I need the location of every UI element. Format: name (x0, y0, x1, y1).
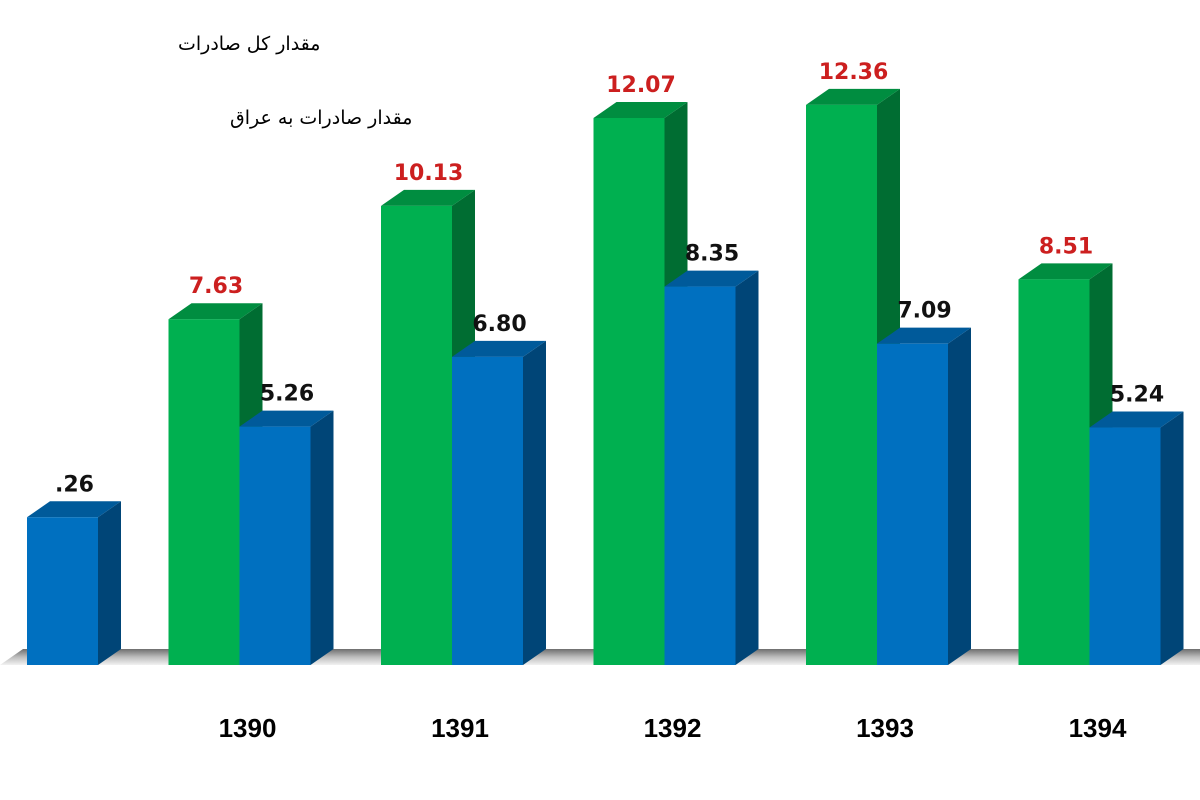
bar-front-face (1018, 279, 1090, 665)
bar-side-face (1160, 411, 1184, 665)
bar-front-face (381, 205, 452, 666)
data-label-iraq: .26 (55, 472, 94, 497)
data-label-iraq: 5.24 (1110, 383, 1164, 408)
bar-top-face (381, 189, 475, 206)
data-label-iraq: 6.80 (472, 312, 526, 337)
bar-front-face (593, 117, 665, 665)
x-tick-label: 1394 (1069, 713, 1127, 743)
data-label-total: 7.63 (189, 274, 243, 299)
bars-group (27, 88, 1184, 666)
bar-top-face (168, 303, 263, 320)
bar-top-face (806, 88, 900, 105)
legend-entry-total: مقدار کل صادرات (178, 33, 320, 55)
bar-front-face (1089, 427, 1161, 665)
bar-side-face (310, 410, 334, 665)
bar-front-face (239, 426, 311, 665)
data-label-total: 12.07 (606, 73, 676, 98)
bar-top-face (593, 101, 688, 118)
bar-front-face (168, 319, 240, 665)
bar-front-face (877, 343, 948, 665)
data-labels-group: .26 7.63 5.26 10.13 6.80 12.07 8.35 12.36 7.09 8.… (55, 60, 1164, 497)
bar-iraq-1391 (452, 340, 546, 665)
x-tick-label: 1390 (219, 713, 277, 743)
bar-iraq-partial (27, 501, 121, 665)
bar-top-face (664, 270, 759, 287)
x-tick-label: 1393 (856, 713, 914, 743)
bar-front-face (452, 356, 523, 665)
data-label-iraq: 8.35 (685, 242, 739, 267)
bar-iraq-1392 (664, 270, 759, 665)
legend-entry-iraq: مقدار صادرات به عراق (230, 107, 412, 129)
data-label-iraq: 5.26 (260, 382, 314, 407)
bar-top-face (1089, 411, 1184, 428)
bar-top-face (27, 501, 121, 518)
bar-side-face (98, 501, 121, 665)
legend: مقدار کل صادرات مقدار صادرات به عراق (178, 33, 412, 129)
data-label-iraq: 7.09 (897, 299, 951, 324)
bar-front-face (27, 517, 98, 665)
bar-front-face (664, 286, 736, 665)
bar-iraq-1394 (1089, 411, 1184, 665)
data-label-total: 12.36 (819, 60, 889, 85)
bar-top-face (877, 327, 971, 344)
bar-side-face (735, 270, 759, 665)
x-tick-label: 1391 (431, 713, 489, 743)
data-label-total: 10.13 (394, 161, 464, 186)
bar-total-1392 (593, 101, 688, 665)
x-axis-labels: 139013911392139313941395 (219, 713, 1127, 743)
data-label-total: 8.51 (1039, 234, 1093, 259)
x-tick-label: 1392 (644, 713, 702, 743)
bar-top-face (1018, 263, 1113, 280)
bar-iraq-1393 (877, 327, 971, 665)
bar-side-face (523, 340, 546, 665)
bar-front-face (806, 104, 877, 666)
bar-iraq-1390 (239, 410, 334, 665)
bar-side-face (948, 327, 971, 665)
bar-top-face (239, 410, 334, 427)
bar-top-face (452, 340, 546, 357)
